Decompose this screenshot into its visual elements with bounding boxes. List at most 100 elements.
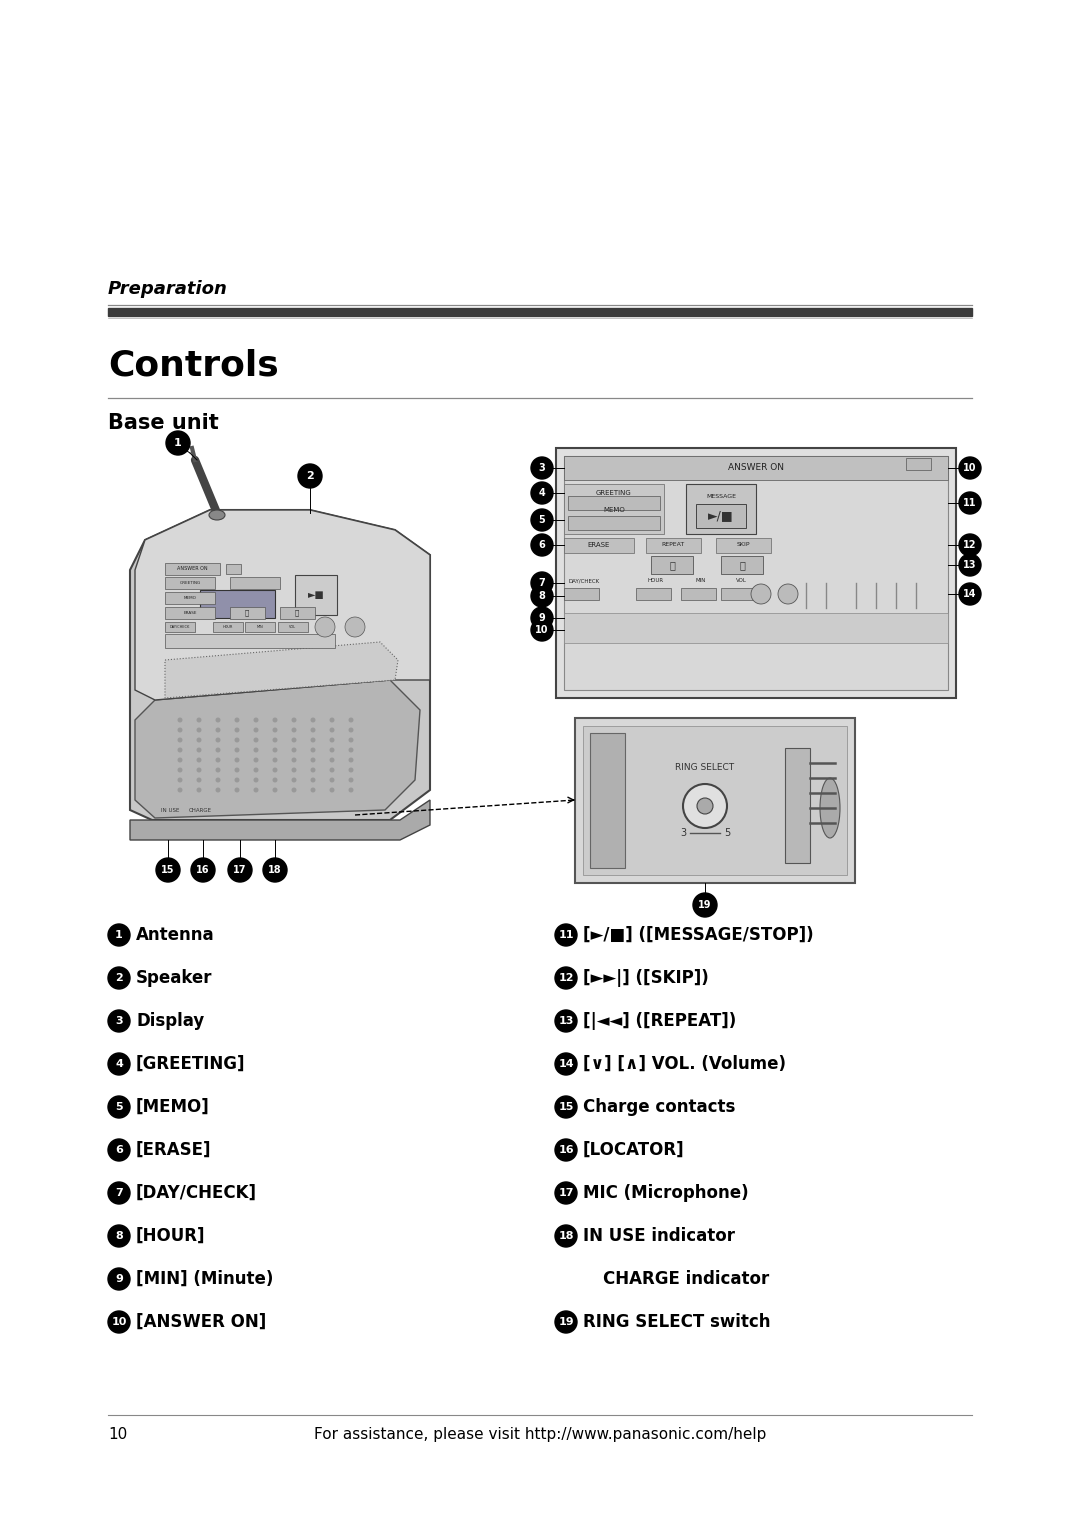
Bar	[716, 538, 771, 553]
Circle shape	[216, 767, 220, 773]
Text: 15: 15	[161, 865, 175, 876]
Text: 14: 14	[558, 1059, 573, 1070]
Text: 4: 4	[116, 1059, 123, 1070]
Circle shape	[329, 738, 335, 743]
Circle shape	[959, 457, 981, 478]
Circle shape	[166, 431, 190, 455]
Polygon shape	[165, 642, 399, 698]
Text: ⏭: ⏭	[739, 559, 745, 570]
Text: Display: Display	[136, 1012, 204, 1030]
Circle shape	[108, 1311, 130, 1332]
Text: [MEMO]: [MEMO]	[136, 1099, 210, 1115]
Bar	[165, 562, 220, 575]
Text: 10: 10	[536, 625, 549, 636]
Text: ⏮: ⏮	[245, 610, 249, 616]
Text: ANSWER ON: ANSWER ON	[177, 567, 207, 571]
Text: GREETING: GREETING	[179, 581, 201, 585]
Bar	[165, 578, 215, 588]
Text: 3: 3	[680, 828, 686, 837]
Circle shape	[197, 787, 202, 793]
Text: 10: 10	[963, 463, 976, 474]
Circle shape	[683, 784, 727, 828]
Circle shape	[197, 727, 202, 732]
Text: 1: 1	[174, 439, 181, 448]
Circle shape	[349, 747, 353, 752]
Circle shape	[197, 758, 202, 762]
Text: [LOCATOR]: [LOCATOR]	[583, 1141, 685, 1160]
Circle shape	[311, 778, 315, 782]
Bar	[564, 588, 599, 601]
Circle shape	[234, 778, 240, 782]
Circle shape	[531, 457, 553, 478]
Text: 4: 4	[539, 487, 545, 498]
Circle shape	[778, 584, 798, 604]
Text: VOL: VOL	[735, 579, 746, 584]
Circle shape	[108, 1010, 130, 1031]
Text: ANSWER ON: ANSWER ON	[728, 463, 784, 472]
Text: [|◄◄] ([REPEAT]): [|◄◄] ([REPEAT])	[583, 1012, 737, 1030]
Circle shape	[349, 738, 353, 743]
Text: 14: 14	[963, 588, 976, 599]
Circle shape	[292, 747, 297, 752]
Circle shape	[329, 767, 335, 773]
Circle shape	[311, 747, 315, 752]
Text: 7: 7	[539, 578, 545, 588]
Bar	[230, 607, 265, 619]
Text: ⏮: ⏮	[670, 559, 675, 570]
Text: 9: 9	[116, 1274, 123, 1284]
Bar	[564, 484, 664, 533]
Circle shape	[108, 967, 130, 989]
Text: HOUR: HOUR	[648, 579, 664, 584]
Circle shape	[349, 718, 353, 723]
Circle shape	[216, 778, 220, 782]
Text: 2: 2	[116, 973, 123, 983]
Text: 13: 13	[558, 1016, 573, 1025]
Text: 16: 16	[558, 1144, 573, 1155]
Text: IN USE indicator: IN USE indicator	[583, 1227, 735, 1245]
Circle shape	[555, 1138, 577, 1161]
Circle shape	[216, 738, 220, 743]
Text: MIC (Microphone): MIC (Microphone)	[583, 1184, 748, 1203]
Text: [HOUR]: [HOUR]	[136, 1227, 205, 1245]
Text: MEMO: MEMO	[603, 507, 625, 513]
Circle shape	[254, 738, 258, 743]
Bar	[686, 484, 756, 533]
Text: 12: 12	[963, 539, 976, 550]
Text: 6: 6	[116, 1144, 123, 1155]
Circle shape	[329, 747, 335, 752]
Circle shape	[216, 787, 220, 793]
Circle shape	[216, 747, 220, 752]
Circle shape	[555, 1096, 577, 1118]
Bar	[280, 607, 315, 619]
Text: 17: 17	[233, 865, 246, 876]
Circle shape	[311, 758, 315, 762]
Text: [►/■] ([MESSAGE/STOP]): [►/■] ([MESSAGE/STOP])	[583, 926, 813, 944]
Bar	[646, 538, 701, 553]
Text: CHARGE indicator: CHARGE indicator	[603, 1270, 769, 1288]
Circle shape	[234, 747, 240, 752]
Text: 19: 19	[699, 900, 712, 911]
Bar	[165, 607, 215, 619]
Text: Controls: Controls	[108, 348, 279, 382]
Circle shape	[177, 738, 183, 743]
Bar	[564, 455, 948, 691]
Bar	[556, 448, 956, 698]
Circle shape	[108, 924, 130, 946]
Circle shape	[264, 859, 287, 882]
Circle shape	[555, 1225, 577, 1247]
Circle shape	[234, 767, 240, 773]
Polygon shape	[130, 510, 430, 821]
Bar	[590, 733, 625, 868]
Text: 5: 5	[116, 1102, 123, 1112]
Circle shape	[234, 738, 240, 743]
Circle shape	[292, 767, 297, 773]
Circle shape	[531, 571, 553, 594]
Circle shape	[254, 778, 258, 782]
Circle shape	[697, 798, 713, 814]
Text: DAY/CHECK: DAY/CHECK	[568, 579, 599, 584]
Bar	[696, 504, 746, 529]
Bar	[681, 588, 716, 601]
Circle shape	[555, 1311, 577, 1332]
Circle shape	[156, 859, 180, 882]
Text: [ANSWER ON]: [ANSWER ON]	[136, 1313, 267, 1331]
